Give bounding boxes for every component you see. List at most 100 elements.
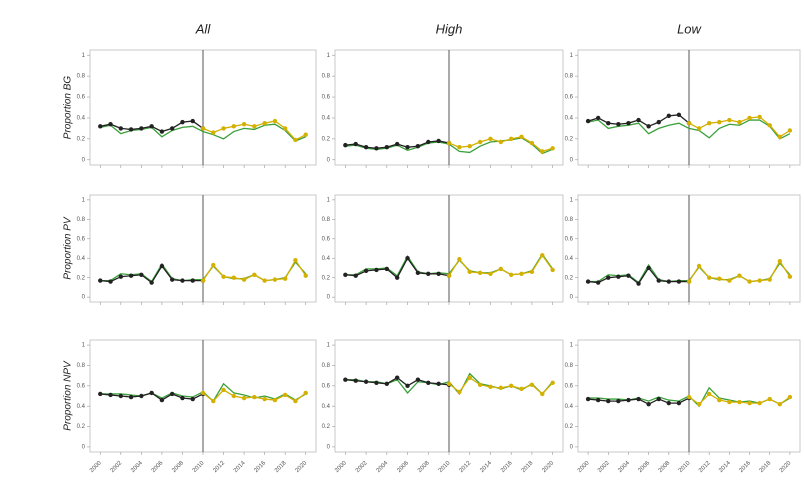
point [477, 270, 483, 276]
point [519, 386, 524, 392]
y-tick-label: 0 [82, 444, 86, 450]
y-tick-label: 0.8 [565, 363, 574, 369]
point [394, 375, 400, 380]
y-tick-label: 0.8 [322, 74, 331, 80]
point [656, 278, 661, 283]
y-tick-label: 1 [327, 197, 331, 203]
point [180, 395, 185, 401]
y-tick-label: 0.4 [77, 116, 86, 122]
y-tick-label: 0.2 [322, 424, 331, 430]
point [666, 113, 672, 119]
point [717, 397, 722, 403]
point [777, 401, 783, 407]
column-title: High [436, 21, 463, 36]
point [282, 392, 288, 398]
point [529, 269, 535, 275]
point [540, 253, 545, 258]
x-tick-label: 2012 [212, 460, 226, 474]
point [636, 117, 641, 123]
series-line [688, 259, 791, 283]
point [128, 273, 134, 278]
point [767, 123, 772, 128]
point [108, 122, 113, 127]
point [128, 127, 134, 132]
point [139, 272, 144, 277]
x-tick-label: 2010 [192, 460, 206, 474]
y-tick-label: 0.6 [77, 383, 86, 389]
point [415, 143, 421, 149]
point [508, 383, 514, 389]
point [457, 145, 462, 150]
point [118, 393, 124, 399]
point [353, 141, 358, 147]
x-tick-label: 2002 [355, 460, 369, 474]
point [118, 126, 124, 131]
point [343, 377, 348, 382]
point [231, 124, 237, 129]
point [374, 146, 379, 151]
point [405, 145, 410, 150]
y-tick-label: 0.6 [565, 236, 574, 242]
point [727, 278, 732, 283]
series-line [588, 266, 689, 285]
x-tick-label: 2000 [89, 460, 103, 474]
point [180, 278, 185, 283]
point [252, 272, 257, 277]
point [353, 273, 358, 278]
point [374, 380, 379, 385]
point [550, 267, 555, 273]
y-axis-label: Proportion BG [63, 76, 74, 140]
point [519, 134, 524, 139]
point [405, 256, 410, 261]
y-axis-label: Proportion NPV [63, 360, 74, 431]
point [737, 119, 742, 125]
y-tick-label: 0.4 [565, 404, 574, 410]
x-tick-label: 2014 [479, 460, 493, 474]
point [585, 396, 591, 402]
point [426, 139, 431, 145]
point [595, 397, 601, 403]
point [262, 278, 267, 283]
point [747, 279, 752, 284]
point [498, 266, 504, 272]
point [717, 276, 722, 281]
x-tick-label: 2008 [658, 460, 672, 474]
point [616, 274, 621, 279]
point [426, 271, 431, 276]
point [231, 393, 237, 399]
point [646, 265, 651, 271]
point [180, 119, 185, 125]
point [488, 271, 493, 276]
point [529, 382, 535, 387]
point [282, 276, 288, 281]
point [767, 277, 772, 282]
point [666, 279, 672, 284]
point [626, 397, 631, 403]
x-tick-label: 2016 [500, 460, 514, 474]
point [241, 277, 247, 282]
point [737, 273, 742, 278]
point [169, 277, 175, 282]
point [787, 274, 793, 279]
point [676, 279, 682, 284]
point [606, 275, 611, 280]
point [108, 279, 113, 284]
point [159, 129, 165, 134]
point [737, 399, 742, 405]
y-tick-label: 0.2 [565, 136, 574, 142]
point [757, 278, 762, 283]
point [626, 120, 631, 126]
point [656, 119, 661, 125]
point [415, 270, 421, 276]
point [488, 384, 493, 390]
x-tick-label: 2004 [130, 460, 144, 474]
y-tick-label: 0.4 [77, 404, 86, 410]
point [686, 279, 692, 284]
point [550, 146, 555, 151]
y-tick-label: 1 [570, 343, 574, 349]
point [252, 124, 257, 129]
y-tick-label: 0.2 [77, 275, 86, 281]
point [757, 400, 762, 406]
point [550, 380, 555, 385]
x-tick-label: 2006 [637, 460, 651, 474]
